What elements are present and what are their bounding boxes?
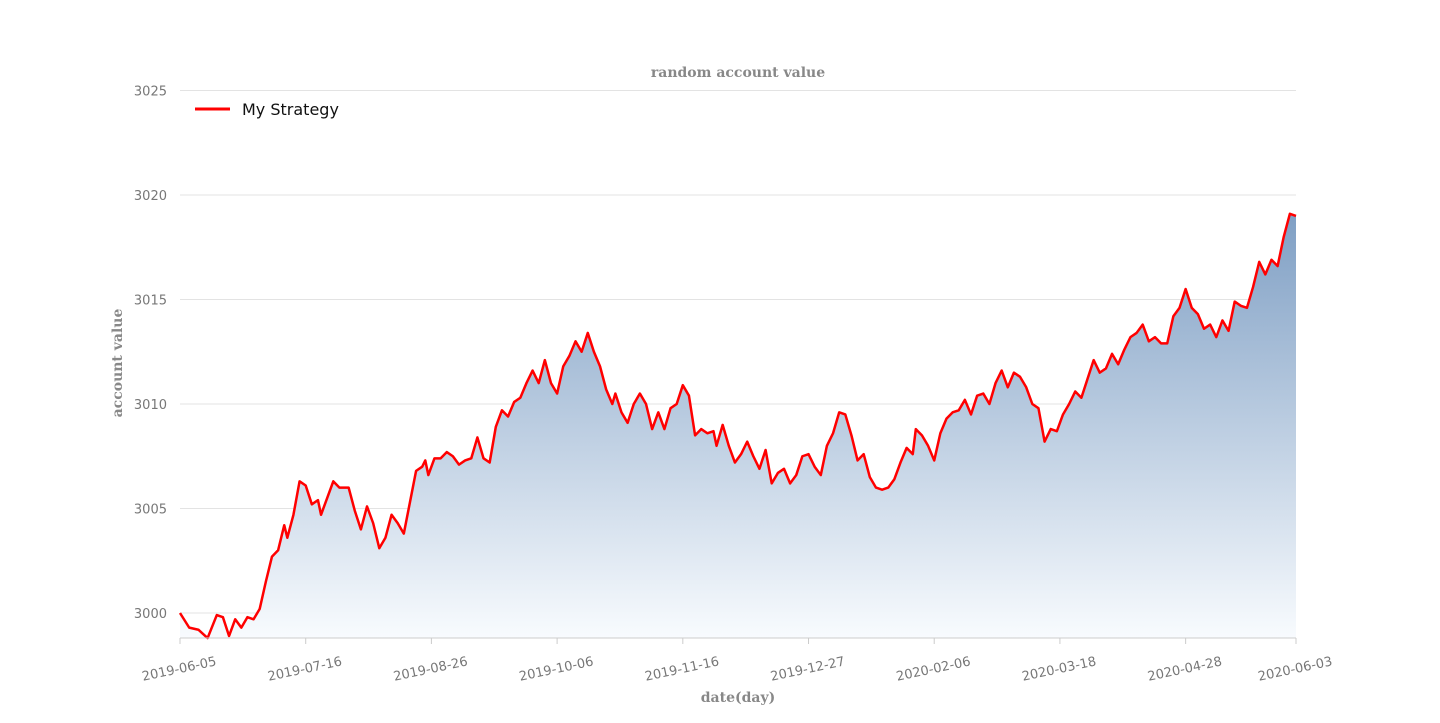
x-tick-label: 2019-12-27 — [769, 654, 846, 684]
y-tick-label: 3005 — [134, 503, 167, 518]
area-fill — [180, 213, 1296, 639]
y-tick-label: 3015 — [134, 294, 167, 309]
x-tick-label: 2020-04-28 — [1146, 654, 1223, 684]
x-tick-label: 2019-07-16 — [266, 654, 343, 684]
x-axis-label: date(day) — [701, 690, 775, 706]
y-tick-label: 3025 — [134, 85, 167, 100]
x-tick-label: 2019-11-16 — [644, 654, 721, 684]
y-tick-label: 3010 — [134, 398, 167, 413]
x-tick-label: 2019-06-05 — [141, 654, 218, 684]
y-tick-label: 3020 — [134, 189, 167, 204]
x-tick-labels: 2019-06-05 2019-07-16 2019-08-26 2019-10-06… — [141, 654, 1334, 684]
chart-title: random account value — [651, 65, 825, 81]
axes — [179, 637, 1297, 644]
x-tick-label: 2020-06-03 — [1257, 654, 1334, 684]
y-tick-label: 3000 — [134, 607, 167, 622]
legend: My Strategy — [195, 100, 339, 119]
y-tick-labels: 3000 3005 3010 3015 3020 3025 — [134, 85, 167, 623]
series-line-my-strategy — [178, 212, 1297, 640]
x-tick-label: 2019-10-06 — [518, 654, 595, 684]
x-tick-label: 2020-02-06 — [895, 654, 972, 684]
x-tick-label: 2019-08-26 — [392, 654, 469, 684]
legend-label-my-strategy: My Strategy — [242, 100, 339, 119]
y-axis-label: account value — [110, 309, 126, 418]
x-tick-label: 2020-03-18 — [1021, 654, 1098, 684]
